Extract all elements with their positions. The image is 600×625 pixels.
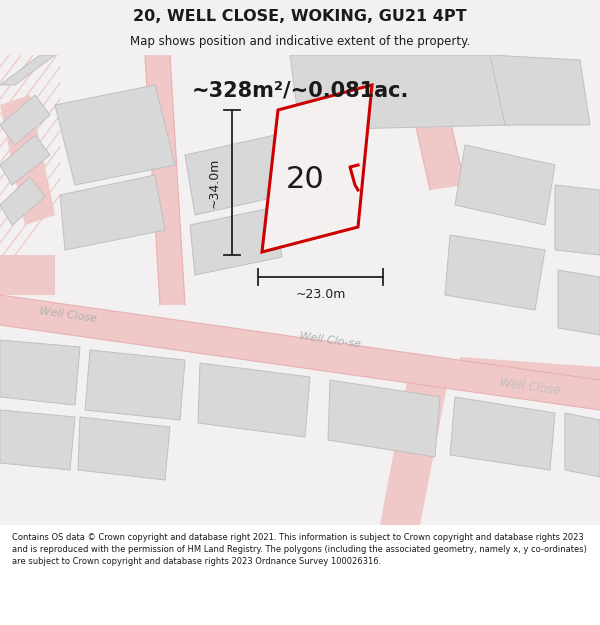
Polygon shape xyxy=(262,85,372,252)
Polygon shape xyxy=(145,55,185,305)
Polygon shape xyxy=(455,145,555,225)
Text: Well Clo­se: Well Clo­se xyxy=(299,331,361,349)
Polygon shape xyxy=(0,95,55,225)
Text: Well Close: Well Close xyxy=(499,376,561,398)
Polygon shape xyxy=(0,95,50,145)
Text: ~34.0m: ~34.0m xyxy=(208,158,221,208)
Text: Well Close: Well Close xyxy=(38,306,97,324)
Polygon shape xyxy=(185,135,285,215)
Polygon shape xyxy=(198,363,310,437)
Text: Contains OS data © Crown copyright and database right 2021. This information is : Contains OS data © Crown copyright and d… xyxy=(12,533,587,566)
Polygon shape xyxy=(400,55,465,190)
Polygon shape xyxy=(0,255,55,295)
Polygon shape xyxy=(490,55,590,125)
Polygon shape xyxy=(0,410,75,470)
Polygon shape xyxy=(558,270,600,335)
Polygon shape xyxy=(0,340,80,405)
Polygon shape xyxy=(0,135,50,185)
Polygon shape xyxy=(0,295,600,410)
Polygon shape xyxy=(55,85,175,185)
Polygon shape xyxy=(190,207,282,275)
Polygon shape xyxy=(0,55,55,85)
Polygon shape xyxy=(555,185,600,255)
Polygon shape xyxy=(290,55,510,130)
Polygon shape xyxy=(0,177,45,225)
Polygon shape xyxy=(328,380,440,457)
Polygon shape xyxy=(60,175,165,250)
Text: 20, WELL CLOSE, WOKING, GU21 4PT: 20, WELL CLOSE, WOKING, GU21 4PT xyxy=(133,9,467,24)
Polygon shape xyxy=(85,350,185,420)
Polygon shape xyxy=(565,413,600,477)
Text: ~23.0m: ~23.0m xyxy=(295,289,346,301)
Polygon shape xyxy=(460,357,600,390)
Polygon shape xyxy=(445,235,545,310)
Polygon shape xyxy=(450,397,555,470)
Polygon shape xyxy=(380,365,450,525)
Text: Map shows position and indicative extent of the property.: Map shows position and indicative extent… xyxy=(130,35,470,48)
Polygon shape xyxy=(78,417,170,480)
Text: ~328m²/~0.081ac.: ~328m²/~0.081ac. xyxy=(191,80,409,100)
Text: 20: 20 xyxy=(286,166,325,194)
